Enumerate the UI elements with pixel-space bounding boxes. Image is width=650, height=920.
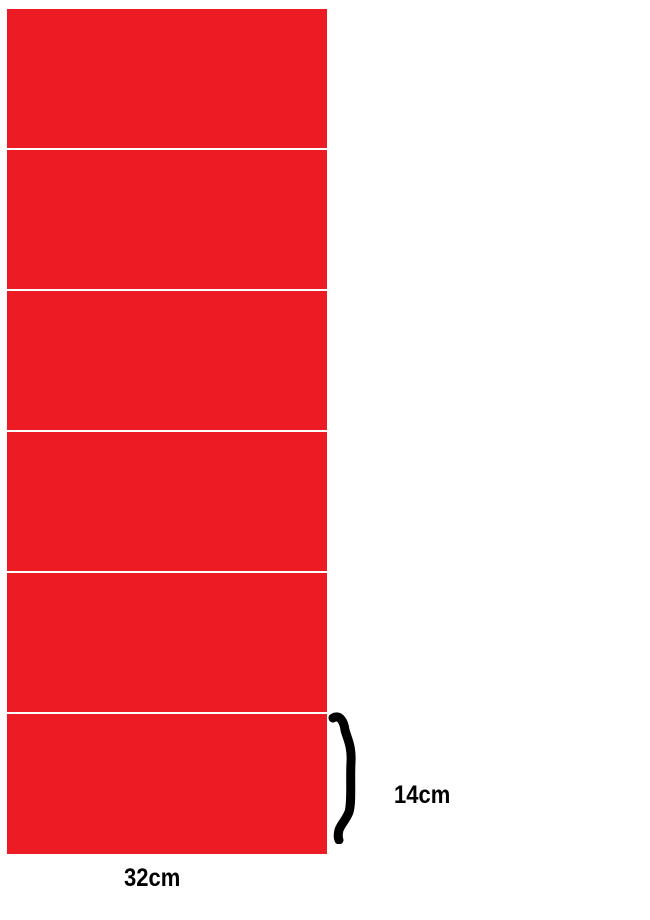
- width-label: 32cm: [124, 864, 181, 892]
- red-rectangle: [7, 573, 327, 714]
- red-rectangle: [7, 291, 327, 432]
- red-rectangle: [7, 9, 327, 150]
- red-rectangle: [7, 150, 327, 291]
- red-rectangle: [7, 714, 327, 854]
- height-brace: [328, 712, 356, 844]
- rectangle-stack: [7, 9, 327, 854]
- red-rectangle: [7, 432, 327, 573]
- height-label: 14cm: [394, 781, 451, 809]
